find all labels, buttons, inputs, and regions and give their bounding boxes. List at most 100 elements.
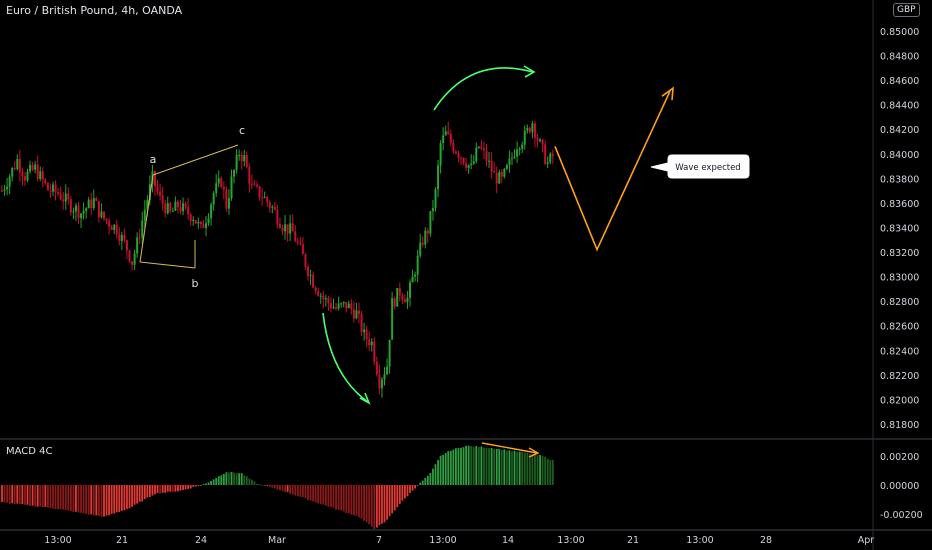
candle-body — [230, 176, 233, 199]
macd-bar — [248, 478, 251, 485]
candle-body — [131, 261, 134, 265]
macd-bar — [490, 448, 493, 485]
macd-bar — [375, 485, 378, 528]
candle-body — [511, 157, 513, 159]
candle-body — [202, 224, 205, 228]
candle-body — [1, 190, 3, 192]
macd-bar — [498, 448, 501, 485]
candle-body — [493, 171, 496, 173]
macd-bar — [3, 485, 6, 503]
candle-body — [411, 276, 414, 283]
candle-body — [286, 224, 289, 234]
candle-body — [189, 214, 192, 221]
macd-bar — [437, 459, 439, 485]
macd-bar — [62, 485, 65, 510]
projected-wave-arrowhead — [661, 86, 674, 101]
time-tick-label: Apr — [858, 535, 875, 546]
candle-body — [296, 241, 299, 243]
macd-bar — [39, 485, 42, 507]
time-tick-label: 13:00 — [44, 535, 71, 546]
macd-bar — [29, 485, 31, 506]
candle-body — [169, 203, 172, 212]
macd-bar — [528, 453, 531, 485]
macd-bar — [52, 485, 54, 509]
candle-body — [462, 158, 465, 164]
macd-bar — [378, 485, 381, 526]
candle-body — [386, 366, 389, 375]
candle-body — [87, 199, 90, 209]
wave-label-b: b — [192, 277, 199, 290]
macd-divergence-line — [481, 442, 538, 454]
macd-bar — [202, 484, 205, 485]
macd-bar — [179, 485, 182, 491]
macd-bar — [261, 484, 263, 486]
candle-body — [314, 287, 317, 292]
macd-bar — [164, 485, 167, 493]
candle-body — [531, 123, 534, 133]
candle-body — [138, 237, 141, 239]
macd-bar — [355, 485, 358, 516]
macd-bar — [85, 485, 88, 514]
macd-bar — [511, 451, 513, 485]
candle-body — [347, 303, 350, 309]
macd-bar — [442, 454, 445, 485]
macd-bar — [243, 475, 246, 485]
macd-bar — [539, 454, 541, 485]
candle-body — [194, 220, 197, 224]
candle-body — [426, 230, 429, 234]
macd-bar — [13, 485, 16, 505]
candle-body — [355, 310, 358, 319]
macd-bar — [347, 485, 350, 514]
candle-body — [136, 237, 139, 254]
candle-body — [215, 183, 218, 194]
candle-body — [452, 142, 455, 152]
currency-badge[interactable]: GBP — [893, 3, 920, 17]
macd-bar — [429, 472, 432, 485]
macd-bar — [327, 485, 330, 507]
candle-body — [312, 274, 315, 288]
macd-bar — [335, 485, 337, 510]
macd-bar — [304, 485, 307, 499]
price-tick-label: 0.82400 — [880, 346, 919, 357]
macd-bar — [319, 485, 322, 504]
time-tick-label: 13:00 — [429, 535, 456, 546]
candle-body — [294, 231, 297, 242]
price-tick-label: 0.84800 — [880, 52, 919, 63]
candle-body — [472, 161, 475, 164]
macd-bar — [205, 483, 207, 485]
macd-bar — [161, 485, 164, 493]
candle-body — [470, 163, 473, 166]
macd-bar — [370, 485, 373, 527]
macd-bar — [258, 484, 261, 485]
candle-body — [271, 206, 274, 208]
candle-body — [342, 301, 345, 304]
macd-bar — [11, 485, 14, 504]
macd-bar — [113, 485, 116, 514]
candle-body — [437, 165, 440, 190]
candle-body — [340, 303, 343, 305]
candle-body — [18, 159, 21, 172]
macd-bar — [156, 485, 159, 494]
time-tick-label: 21 — [627, 535, 639, 546]
candle-body — [39, 171, 42, 179]
candle-body — [419, 242, 422, 256]
macd-bar — [472, 446, 475, 485]
candle-body — [485, 150, 488, 161]
macd-bar — [483, 447, 485, 485]
macd-bar — [358, 485, 360, 518]
down-curve-arrow — [322, 312, 369, 403]
macd-bar — [75, 485, 77, 512]
candle-body — [233, 170, 236, 177]
macd-bar — [220, 475, 223, 485]
candle-body — [317, 291, 320, 296]
macd-bar — [266, 485, 269, 487]
macd-bar — [455, 448, 457, 485]
candle-body — [23, 176, 26, 181]
macd-bar — [8, 485, 11, 504]
macd-bar — [544, 456, 547, 485]
candle-body — [329, 303, 332, 309]
macd-bar — [123, 485, 126, 511]
macd-bar — [128, 485, 131, 509]
